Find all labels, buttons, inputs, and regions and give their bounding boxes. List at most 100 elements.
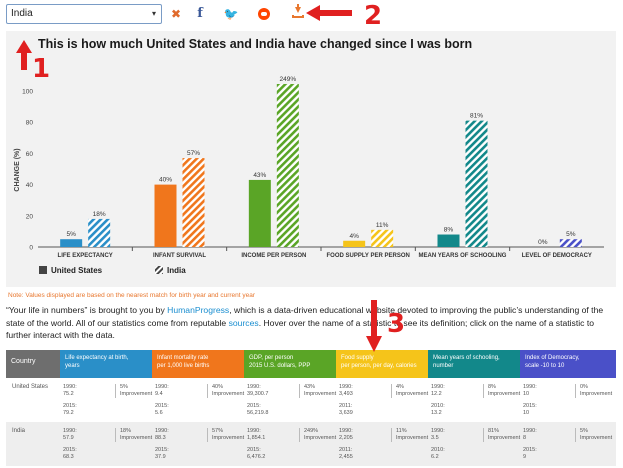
bar-value-label: 40% xyxy=(159,177,172,184)
end-year: 2010: xyxy=(431,403,445,410)
food-supply-header[interactable]: Food supply per person, per day, calories xyxy=(336,350,428,378)
start-year: 1990: xyxy=(523,428,537,434)
schooling-header[interactable]: Mean years of schooling, number xyxy=(428,350,520,378)
header-line: Infant mortality rate xyxy=(157,355,209,361)
end-year: 2011: xyxy=(339,403,353,410)
bar-united-states xyxy=(343,240,366,247)
end-value: 79.2 xyxy=(63,409,74,416)
end-year: 2015: xyxy=(63,403,77,410)
chart-title: This is how much United States and India… xyxy=(38,37,473,51)
sources-link[interactable]: sources xyxy=(228,317,259,328)
start-value: 39,300.7 xyxy=(247,390,269,397)
header-line: Mean years of schooling, xyxy=(433,355,500,361)
start-year: 1990: xyxy=(247,384,261,390)
change-pct: 0% xyxy=(580,384,588,390)
change-word: Improvement xyxy=(488,434,521,441)
end-value: 3,639 xyxy=(339,409,353,416)
bar-india xyxy=(371,229,394,247)
change-pct: 40% xyxy=(212,384,224,390)
end-value: 56,219.8 xyxy=(247,409,269,416)
bar-india xyxy=(276,84,299,247)
end-year: 2015: xyxy=(63,447,77,454)
data-note: Note: Values displayed are based on the … xyxy=(8,292,256,299)
life-expectancy-header[interactable]: Life expectancy at birth, years xyxy=(60,350,152,378)
bar-united-states xyxy=(437,234,460,247)
header-line: 2015 U.S. dollars, PPP xyxy=(249,362,311,369)
twitter-share-button[interactable]: 🐦 xyxy=(221,4,241,24)
bar-india xyxy=(88,218,111,247)
table-row: India 1990: 57.9 2015: 68.3 18% Improvement 1… xyxy=(6,422,616,466)
end-year: 2015: xyxy=(155,447,169,454)
category-label: LIFE EXPECTANCY xyxy=(58,253,113,259)
country-select[interactable]: India ▾ xyxy=(6,4,162,24)
change-word: Improvement xyxy=(212,390,245,397)
start-year: 1990: xyxy=(431,428,445,434)
bar-value-label: 81% xyxy=(470,113,483,120)
gdp-per-person-header[interactable]: GDP, per person 2015 U.S. dollars, PPP xyxy=(244,350,336,378)
start-year: 1990: xyxy=(63,384,77,390)
header-line: scale -10 to 10 xyxy=(525,362,565,369)
reddit-share-button[interactable] xyxy=(254,4,274,24)
header-line: Food supply xyxy=(341,355,374,361)
y-tick-label: 100 xyxy=(22,89,33,96)
change-pct: 43% xyxy=(304,384,316,390)
end-value: 37.9 xyxy=(155,453,166,460)
facebook-share-button[interactable]: f xyxy=(190,4,210,24)
end-value: 13.2 xyxy=(431,409,442,416)
bar-value-label: 57% xyxy=(187,150,200,157)
bar-value-label: 4% xyxy=(349,233,359,240)
bar-value-label: 8% xyxy=(444,227,454,234)
category-label: INFANT SURVIVAL xyxy=(153,253,206,259)
bar-india xyxy=(465,120,488,247)
start-value: 9.4 xyxy=(155,390,163,397)
start-year: 1990: xyxy=(339,384,353,390)
change-pct: 11% xyxy=(396,428,407,434)
change-pct: 8% xyxy=(488,384,496,390)
twitter-icon: 🐦 xyxy=(223,7,239,21)
header-line: per 1,000 live births xyxy=(157,362,210,369)
democracy-header[interactable]: Index of Democracy, scale -10 to 10 xyxy=(520,350,616,378)
end-year: 2010: xyxy=(431,447,445,454)
clear-button[interactable]: ✖ xyxy=(166,4,186,24)
start-year: 1990: xyxy=(63,428,77,434)
country-select-value: India xyxy=(11,8,33,19)
close-icon: ✖ xyxy=(170,7,182,21)
bar-value-label: 11% xyxy=(376,222,389,229)
toolbar: India ▾ ✖ f 🐦 xyxy=(0,0,623,30)
annotation-number-1: 1 xyxy=(32,54,51,84)
y-tick-label: 60 xyxy=(26,151,34,158)
change-pct: 57% xyxy=(212,428,224,434)
end-value: 6,476.2 xyxy=(247,453,266,460)
start-year: 1990: xyxy=(155,428,169,434)
end-year: 2015: xyxy=(523,403,537,410)
download-button[interactable] xyxy=(288,4,308,24)
end-year: 2015: xyxy=(155,403,169,410)
start-year: 1990: xyxy=(155,384,169,390)
intro-paragraph: “Your life in numbers” is brought to you… xyxy=(6,304,618,342)
table-row: United States 1990: 75.2 2015: 79.2 5% Improv… xyxy=(6,378,616,422)
bar-value-label: 0% xyxy=(538,239,548,246)
facebook-icon: f xyxy=(197,6,203,21)
legend-swatch xyxy=(155,266,163,274)
change-pct: 4% xyxy=(396,384,404,390)
start-year: 1990: xyxy=(431,384,445,390)
start-value: 88.3 xyxy=(155,434,166,441)
stats-table: Country Life expectancy at birth, years I… xyxy=(6,350,616,468)
header-line: per person, per day, calories xyxy=(341,362,417,369)
intro-text-2: , which is a data-driven educational web… xyxy=(6,305,604,328)
change-chart: CHANGE (%) 0 20 40 60 80 100 5% 18% LIFE EXPECTA… xyxy=(14,76,604,275)
end-year: 2015: xyxy=(523,447,537,454)
humanprogress-link[interactable]: HumanProgress xyxy=(167,305,230,315)
intro-text-3: . Hover over the name of a statistic to … xyxy=(6,317,595,341)
start-value: 10 xyxy=(523,390,530,397)
start-year: 1990: xyxy=(247,428,261,434)
infant-mortality-header[interactable]: Infant mortality rate per 1,000 live birt… xyxy=(152,350,244,378)
bar-india xyxy=(559,239,582,247)
legend-swatch xyxy=(39,266,47,274)
change-word: Improvement xyxy=(580,434,613,441)
change-word: Improvement xyxy=(304,390,337,397)
change-word: Improvement xyxy=(396,390,429,397)
change-word: Improvement xyxy=(212,434,245,441)
legend-label: India xyxy=(167,266,186,275)
y-tick-label: 80 xyxy=(26,120,34,127)
